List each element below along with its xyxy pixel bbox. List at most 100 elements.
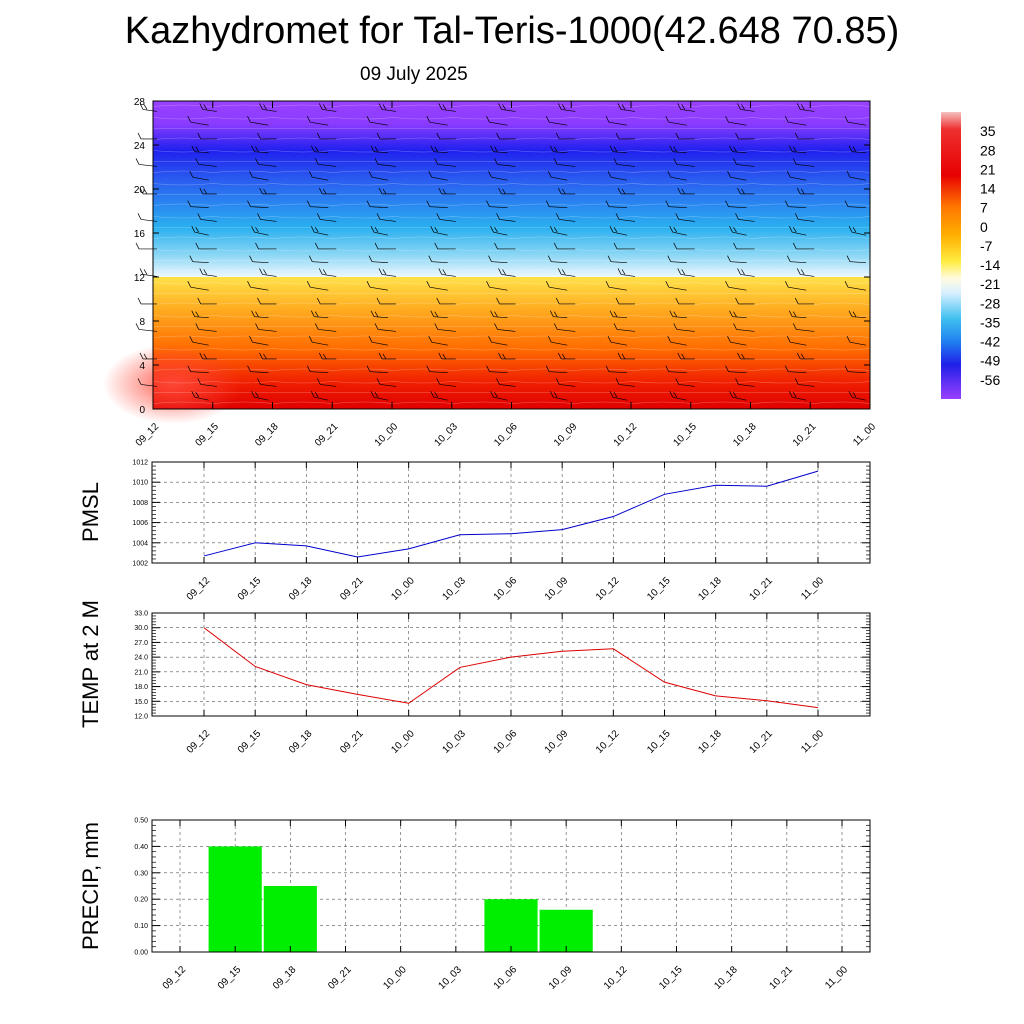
wind-barb <box>426 200 448 209</box>
wind-barb <box>792 242 815 250</box>
wind-barb <box>197 297 217 305</box>
wind-barb <box>796 268 815 277</box>
wind-barb <box>139 268 158 277</box>
wind-barb <box>796 103 815 112</box>
wind-barb <box>486 281 508 291</box>
wind-barb <box>426 281 448 291</box>
wind-barb <box>615 378 636 387</box>
wind-barb <box>669 145 687 154</box>
wind-barb <box>314 158 337 167</box>
wind-barb <box>197 378 217 387</box>
x-tick-label: 10_12 <box>594 575 622 603</box>
x-tick-label: 10_18 <box>696 728 724 756</box>
x-tick-label: 10_00 <box>381 964 409 992</box>
wind-barb <box>436 132 456 140</box>
wind-barb <box>498 103 516 112</box>
wind-barb <box>725 200 747 209</box>
wind-barb <box>494 242 516 250</box>
x-tick-label: 10_03 <box>441 728 469 756</box>
wind-barb <box>251 391 269 401</box>
wind-barb <box>784 281 807 291</box>
wind-barb <box>547 255 568 264</box>
wind-barb <box>370 226 389 236</box>
colorbar-label: -7 <box>980 238 993 254</box>
x-tick-label: 09_21 <box>326 964 354 992</box>
wind-barb <box>605 365 628 374</box>
wind-barb <box>735 378 755 387</box>
wind-barb <box>613 242 635 250</box>
x-tick-label: 10_03 <box>437 964 465 992</box>
wind-barb <box>366 116 389 126</box>
wind-barb <box>617 352 635 360</box>
x-tick-label: 10_18 <box>696 575 724 603</box>
wind-barb <box>677 187 695 195</box>
x-tick-label: 09_12 <box>185 575 213 603</box>
y-tick-label: 4 <box>139 361 145 372</box>
wind-barb <box>426 116 448 126</box>
x-tick-label: 10_00 <box>389 728 417 756</box>
contour-line <box>152 137 871 140</box>
wind-barb <box>605 116 628 126</box>
wind-barb <box>848 145 867 154</box>
temp-panel: 12.0 15.0 18.0 21.0 24.0 27.0 30.0 33.0 09_12 09_… <box>78 600 871 756</box>
wind-barb <box>259 268 277 277</box>
wind-barb <box>366 365 389 374</box>
wind-barb <box>677 352 695 360</box>
wind-barb <box>197 213 217 222</box>
wind-barb <box>249 336 269 346</box>
hot-spot <box>103 344 243 424</box>
wind-barb <box>675 297 695 305</box>
colorbar-label: 0 <box>980 219 988 235</box>
wind-barb <box>378 268 397 277</box>
contour-line <box>152 282 871 285</box>
contour-line <box>152 236 871 239</box>
wind-barb <box>788 226 807 236</box>
y-tick-label: 12 <box>134 273 146 284</box>
wind-barb <box>846 336 867 346</box>
wind-barb <box>494 158 516 167</box>
wind-barb <box>555 378 576 387</box>
wind-barb <box>310 145 329 154</box>
wind-barb <box>187 116 209 126</box>
wind-barb <box>613 323 636 332</box>
wind-barb <box>316 297 337 305</box>
wind-barb <box>374 242 396 250</box>
wind-barb <box>306 116 329 126</box>
y-tick-label: 21.0 <box>134 669 148 676</box>
wind-barb <box>786 171 807 181</box>
wind-barb <box>794 297 815 305</box>
wind-barb <box>486 116 508 126</box>
x-tick-label: 09_21 <box>338 728 366 756</box>
x-tick-label: 10_15 <box>645 575 673 603</box>
contour-line <box>152 203 871 206</box>
wind-barb <box>310 226 329 236</box>
wind-barb <box>436 297 456 305</box>
y-tick-label: 24 <box>134 141 146 152</box>
wind-barb <box>378 187 396 195</box>
y-tick-label: 16 <box>134 229 146 240</box>
wind-barb <box>247 365 269 374</box>
wind-barb <box>498 268 516 277</box>
wind-barb <box>729 145 747 154</box>
wind-barb <box>434 158 456 167</box>
y-tick-label: 1002 <box>132 561 148 568</box>
y-tick-label: 0 <box>139 405 145 416</box>
colorbar-label: -21 <box>980 276 1000 292</box>
wind-barb <box>725 281 747 291</box>
cold-band <box>153 101 870 277</box>
colorbar-label: 21 <box>980 161 996 177</box>
wind-barb <box>251 226 269 236</box>
wind-barb <box>727 255 747 264</box>
contour-line <box>152 381 871 384</box>
wind-barb <box>135 158 158 167</box>
contour-line <box>152 170 871 173</box>
x-tick-label: 09_15 <box>236 728 264 756</box>
wind-barb <box>727 336 747 346</box>
wind-barb <box>490 391 508 401</box>
wind-barb <box>490 145 508 154</box>
wind-barb <box>796 187 815 195</box>
wind-barb <box>547 336 568 346</box>
colorbar-label: -56 <box>980 372 1000 388</box>
wind-barb <box>370 145 389 154</box>
x-tick-label: 09_21 <box>313 421 341 449</box>
